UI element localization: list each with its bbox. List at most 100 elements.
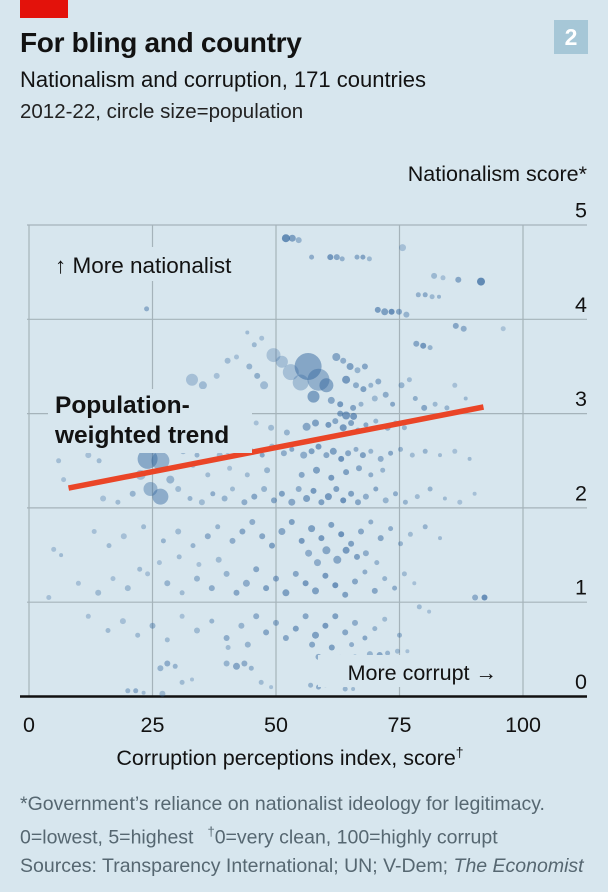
annotation-more-nationalist: ↑ More nationalist [55, 253, 232, 278]
scatter-dot [322, 546, 331, 555]
footnote-dagger: † [207, 824, 215, 839]
scatter-dot [342, 686, 348, 692]
scatter-dot [292, 374, 309, 391]
scatter-dot [242, 579, 250, 587]
scatter-dot [322, 622, 329, 629]
scatter-dot [229, 537, 236, 544]
scatter-dot [340, 357, 347, 364]
scatter-dot [137, 566, 143, 572]
scatter-dot [263, 585, 270, 592]
scatter-dot [388, 526, 394, 532]
scatter-dot [333, 555, 342, 564]
scatter-dot [398, 446, 403, 452]
scatter-dot [342, 546, 350, 554]
y-tick-label: 0 [575, 670, 587, 694]
scatter-dot [337, 410, 344, 417]
scatter-dot [46, 595, 52, 600]
x-tick-label: 0 [23, 713, 35, 737]
scatter-dot [96, 458, 102, 464]
scatter-dot [145, 571, 151, 577]
scatter-dot [143, 482, 158, 496]
scatter-dot [282, 589, 290, 597]
scatter-dot [438, 536, 442, 541]
scatter-dot [360, 386, 367, 393]
scatter-dot [234, 354, 239, 360]
scatter-dot [392, 585, 398, 591]
annotation-more-corrupt: More corrupt → [348, 661, 497, 685]
scatter-dot [395, 648, 400, 654]
scatter-dot [388, 308, 395, 315]
footnote-scale-nationalism: 0=lowest, 5=highest [20, 826, 194, 849]
scatter-dot [409, 452, 415, 458]
y-axis-title: Nationalism score* [407, 162, 587, 186]
footnote-definition: *Government’s reliance on nationalist id… [20, 793, 545, 815]
scatter-dot [294, 353, 322, 380]
scatter-dot [429, 294, 435, 300]
scatter-dot [337, 401, 344, 408]
figure-number-badge: 2 [554, 20, 588, 54]
sources-text: Sources: Transparency International; UN;… [20, 854, 454, 877]
scatter-dot [309, 254, 315, 260]
scatter-dot [332, 613, 339, 620]
scatter-dot [382, 497, 389, 504]
scatter-dot [382, 391, 389, 398]
scatter-dot [292, 625, 299, 632]
x-axis-title-text: Corruption perceptions index, score [116, 746, 456, 771]
scatter-dot [179, 613, 185, 619]
scatter-dot [190, 543, 196, 549]
scatter-dot [368, 382, 374, 388]
chart-period-note: 2012-22, circle size=population [20, 100, 304, 123]
scatter-dot [308, 525, 316, 533]
scatter-dot [164, 660, 171, 667]
scatter-dot [457, 499, 463, 505]
x-tick-label: 75 [388, 713, 412, 737]
scatter-dot [281, 234, 290, 243]
annotation-backdrop [46, 247, 262, 281]
scatter-dot [363, 422, 369, 428]
scatter-dot [196, 562, 202, 567]
scatter-dot [353, 446, 359, 452]
scatter-dot [176, 554, 182, 560]
scatter-dot [213, 372, 220, 379]
scatter-dot [333, 486, 340, 492]
scatter-dot [393, 491, 398, 497]
scatter-dot [312, 631, 319, 639]
scatter-dot [312, 587, 319, 595]
x-axis-title: Corruption perceptions index, score† [0, 744, 580, 771]
scatter-dot [186, 373, 198, 386]
scatter-dot [427, 486, 433, 492]
scatter-dot [332, 582, 339, 589]
scatter-dot [288, 234, 296, 242]
footnotes: *Government’s reliance on nationalist id… [20, 790, 595, 880]
scatter-dot [245, 330, 250, 335]
scatter-dot [269, 542, 275, 549]
scatter-dot [141, 524, 147, 530]
scatter-dot [366, 256, 372, 262]
scatter-dot [350, 412, 358, 420]
scatter-dot [368, 472, 374, 478]
scatter-dot [238, 622, 245, 629]
scatter-dot [398, 541, 403, 547]
scatter-dot [137, 448, 158, 469]
scatter-dot [100, 495, 107, 502]
scatter-dot [303, 495, 311, 502]
scatter-dot [282, 635, 289, 641]
scatter-dot [327, 396, 335, 404]
scatter-dot [352, 619, 358, 626]
scatter-dot [135, 632, 141, 638]
scatter-dot [160, 538, 166, 544]
scatter-dot [322, 572, 329, 579]
scatter-dot [233, 589, 240, 596]
scatter-dot [467, 456, 472, 461]
scatter-dot [302, 613, 309, 620]
scatter-dot [362, 569, 368, 575]
y-tick-label: 3 [575, 387, 587, 411]
scatter-dot [354, 367, 361, 374]
trend-line [67, 404, 485, 491]
scatter-dot [310, 487, 317, 494]
scatter-dot [308, 448, 315, 455]
y-tick-label: 4 [575, 293, 587, 317]
scatter-plot: ↑ More nationalist Population- weighted … [20, 199, 587, 737]
scatter-dot [358, 401, 364, 407]
